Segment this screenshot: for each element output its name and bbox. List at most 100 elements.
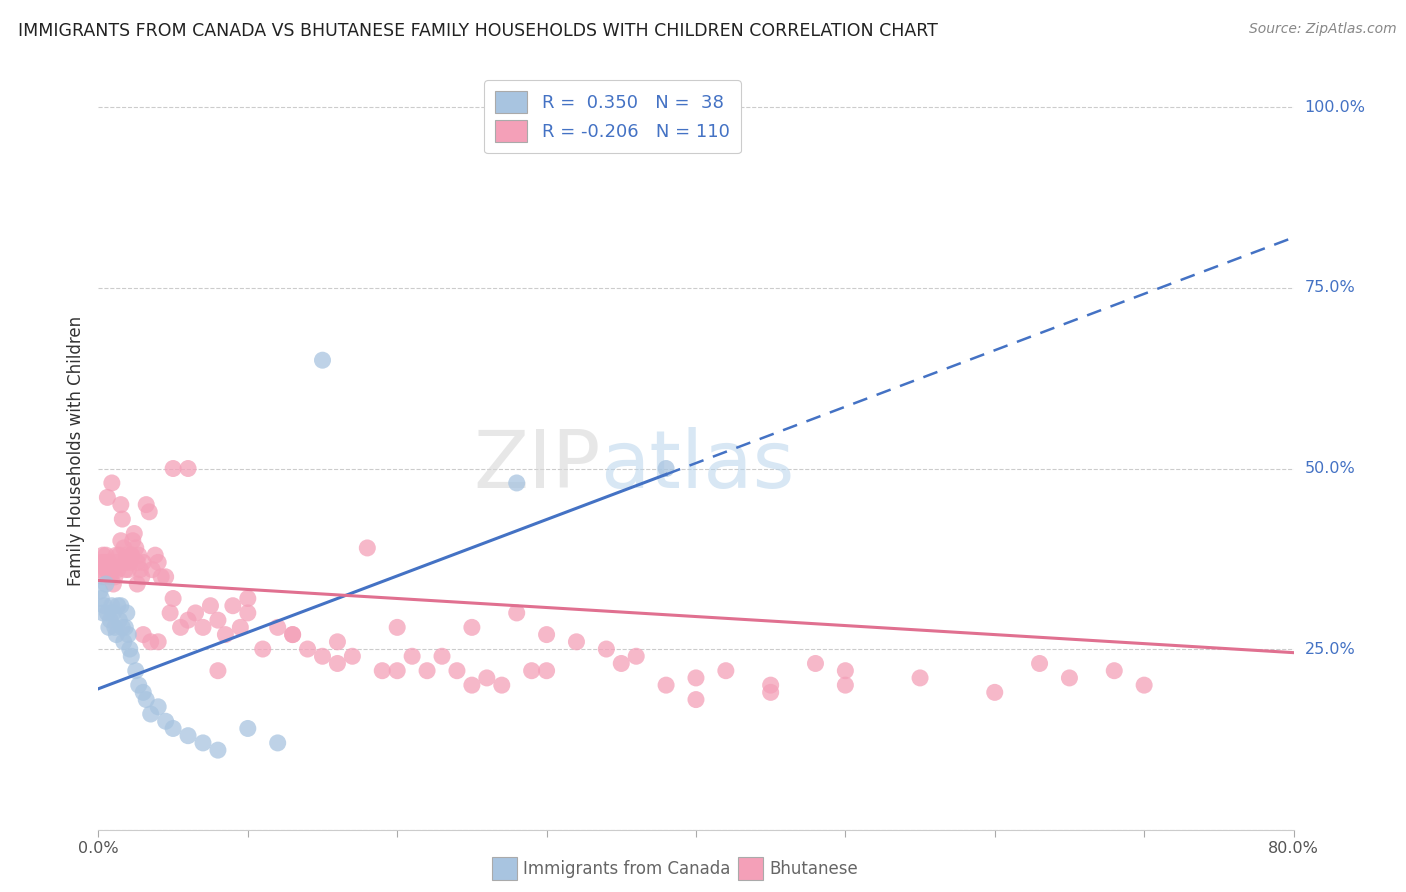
Point xyxy=(103,577,125,591)
Point xyxy=(125,541,148,555)
Point xyxy=(107,599,129,613)
Point xyxy=(115,606,138,620)
Point xyxy=(135,498,157,512)
Point xyxy=(89,584,111,599)
Point xyxy=(565,635,588,649)
Point xyxy=(104,620,127,634)
Point xyxy=(610,657,633,671)
Point xyxy=(128,678,150,692)
Point xyxy=(177,729,200,743)
Point xyxy=(200,599,222,613)
Point xyxy=(908,671,931,685)
Point xyxy=(207,613,229,627)
Point xyxy=(111,620,134,634)
Point xyxy=(655,678,678,692)
Point xyxy=(536,627,558,641)
Point xyxy=(127,555,149,569)
Point xyxy=(150,570,173,584)
Point xyxy=(139,706,162,721)
Point xyxy=(132,555,155,569)
Point xyxy=(103,563,125,577)
Point xyxy=(371,664,394,678)
Point xyxy=(326,635,349,649)
Point xyxy=(138,505,160,519)
Point xyxy=(155,714,177,729)
Point xyxy=(94,563,117,577)
Point xyxy=(91,606,114,620)
Point xyxy=(98,570,122,584)
Point xyxy=(236,591,259,606)
Text: 25.0%: 25.0% xyxy=(1305,641,1355,657)
Point xyxy=(191,736,214,750)
Point xyxy=(132,685,155,699)
Point xyxy=(159,606,181,620)
Point xyxy=(267,736,290,750)
Point xyxy=(101,599,124,613)
Point xyxy=(115,548,138,562)
Point xyxy=(94,577,117,591)
Point xyxy=(120,548,142,562)
Point xyxy=(236,722,259,736)
Point xyxy=(105,627,128,641)
Point xyxy=(93,599,115,613)
Point xyxy=(125,664,148,678)
Point xyxy=(834,664,856,678)
Point xyxy=(96,563,118,577)
Point xyxy=(385,664,409,678)
Point xyxy=(536,664,558,678)
Point xyxy=(461,678,484,692)
Point xyxy=(121,533,143,548)
Point xyxy=(506,475,529,490)
Text: IMMIGRANTS FROM CANADA VS BHUTANESE FAMILY HOUSEHOLDS WITH CHILDREN CORRELATION : IMMIGRANTS FROM CANADA VS BHUTANESE FAMI… xyxy=(18,22,938,40)
Point xyxy=(342,649,364,664)
Point xyxy=(326,657,349,671)
Point xyxy=(626,649,648,664)
Text: Bhutanese: Bhutanese xyxy=(769,860,858,878)
Point xyxy=(401,649,423,664)
Point xyxy=(267,620,290,634)
Point xyxy=(1059,671,1081,685)
Point xyxy=(984,685,1007,699)
Point xyxy=(89,563,111,577)
Point xyxy=(461,620,484,634)
Point xyxy=(112,635,135,649)
Point xyxy=(236,606,259,620)
Point xyxy=(120,548,142,562)
Point xyxy=(506,606,529,620)
Point xyxy=(520,664,543,678)
Point xyxy=(117,563,139,577)
Point xyxy=(385,620,409,634)
Point xyxy=(118,642,141,657)
Point xyxy=(416,664,439,678)
Point xyxy=(132,627,155,641)
Point xyxy=(356,541,378,555)
Point xyxy=(93,555,115,569)
Point xyxy=(110,498,132,512)
Point xyxy=(685,671,707,685)
Point xyxy=(1104,664,1126,678)
Point xyxy=(112,541,135,555)
Point xyxy=(595,642,617,657)
Point xyxy=(120,649,142,664)
Point xyxy=(129,563,152,577)
Point xyxy=(91,548,114,562)
Point xyxy=(475,671,498,685)
Point xyxy=(97,555,120,569)
Point xyxy=(141,563,163,577)
Point xyxy=(162,461,184,475)
Point xyxy=(128,548,150,562)
Point xyxy=(311,353,333,368)
Point xyxy=(148,635,170,649)
Text: 75.0%: 75.0% xyxy=(1305,280,1355,295)
Point xyxy=(117,627,139,641)
Point xyxy=(207,664,229,678)
Point xyxy=(177,613,200,627)
Point xyxy=(90,555,112,569)
Point xyxy=(108,613,131,627)
Point xyxy=(177,461,200,475)
Point xyxy=(162,722,184,736)
Point xyxy=(139,635,162,649)
Text: 100.0%: 100.0% xyxy=(1305,100,1365,115)
Point xyxy=(105,548,128,562)
Text: atlas: atlas xyxy=(600,426,794,505)
